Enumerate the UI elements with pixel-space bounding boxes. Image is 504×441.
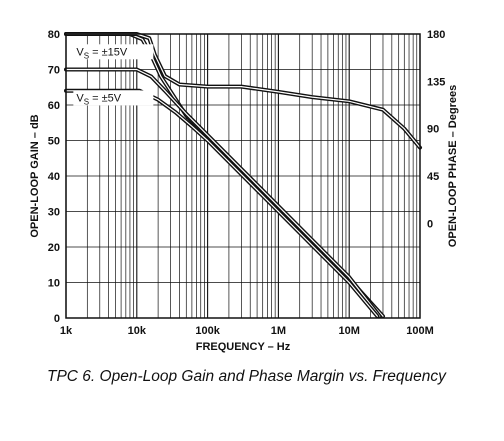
y2-tick-label: 135 bbox=[427, 76, 445, 88]
y-tick-label: 40 bbox=[48, 171, 60, 183]
y-tick-label: 20 bbox=[48, 242, 60, 254]
x-tick-label: 100k bbox=[195, 325, 220, 337]
annotation-background bbox=[73, 44, 154, 60]
figure-caption: TPC 6. Open-Loop Gain and Phase Margin v… bbox=[47, 367, 497, 386]
y-tick-label: 60 bbox=[48, 100, 60, 112]
y2-tick-label: 0 bbox=[427, 218, 433, 230]
y-tick-label: 70 bbox=[48, 65, 60, 77]
vs-annotation: VS = ±5V bbox=[76, 92, 121, 106]
x-tick-label: 10k bbox=[128, 325, 147, 337]
chart-curves bbox=[64, 32, 422, 319]
y-axis-label: OPEN-LOOP GAIN – dB bbox=[29, 114, 41, 237]
y-tick-label: 80 bbox=[48, 29, 60, 41]
y-tick-label: 10 bbox=[48, 278, 60, 290]
tick-labels: 1k 10k 100k 1M 10M 100M 0 10 20 30 40 50 60 70 80 0 45 90… bbox=[48, 29, 446, 337]
x-tick-label: 100M bbox=[406, 325, 434, 337]
x-tick-label: 1k bbox=[60, 325, 73, 337]
y-tick-label: 50 bbox=[48, 136, 60, 148]
plot-frame bbox=[65, 33, 421, 319]
annotation-background bbox=[73, 90, 154, 106]
series-line-core-2 bbox=[65, 68, 381, 317]
series-line-2 bbox=[64, 67, 382, 319]
annotations: VS = ±15V VS = ±5V bbox=[73, 44, 154, 106]
x-tick-label: 1M bbox=[271, 325, 286, 337]
caption-label: TPC 6. bbox=[47, 368, 96, 385]
series-line-core-4 bbox=[65, 33, 421, 149]
y2-tick-label: 45 bbox=[427, 171, 439, 183]
y2-tick-label: 90 bbox=[427, 124, 439, 136]
y2-tick-label: 180 bbox=[427, 29, 445, 41]
series-line-1 bbox=[64, 32, 385, 319]
y2-axis-label: OPEN-LOOP PHASE – Degrees bbox=[447, 85, 459, 247]
x-axis-label: FREQUENCY – Hz bbox=[196, 341, 291, 353]
x-tick-label: 10M bbox=[338, 325, 359, 337]
series-line-core-1 bbox=[65, 33, 384, 317]
vs-annotation: VS = ±15V bbox=[76, 46, 127, 60]
y-tick-label: 30 bbox=[48, 207, 60, 219]
gain-phase-chart: 1k 10k 100k 1M 10M 100M 0 10 20 30 40 50 60 70 80 0 45 90… bbox=[29, 29, 459, 353]
caption-text: Open-Loop Gain and Phase Margin vs. Freq… bbox=[99, 368, 446, 385]
y-tick-label: 0 bbox=[54, 313, 60, 325]
